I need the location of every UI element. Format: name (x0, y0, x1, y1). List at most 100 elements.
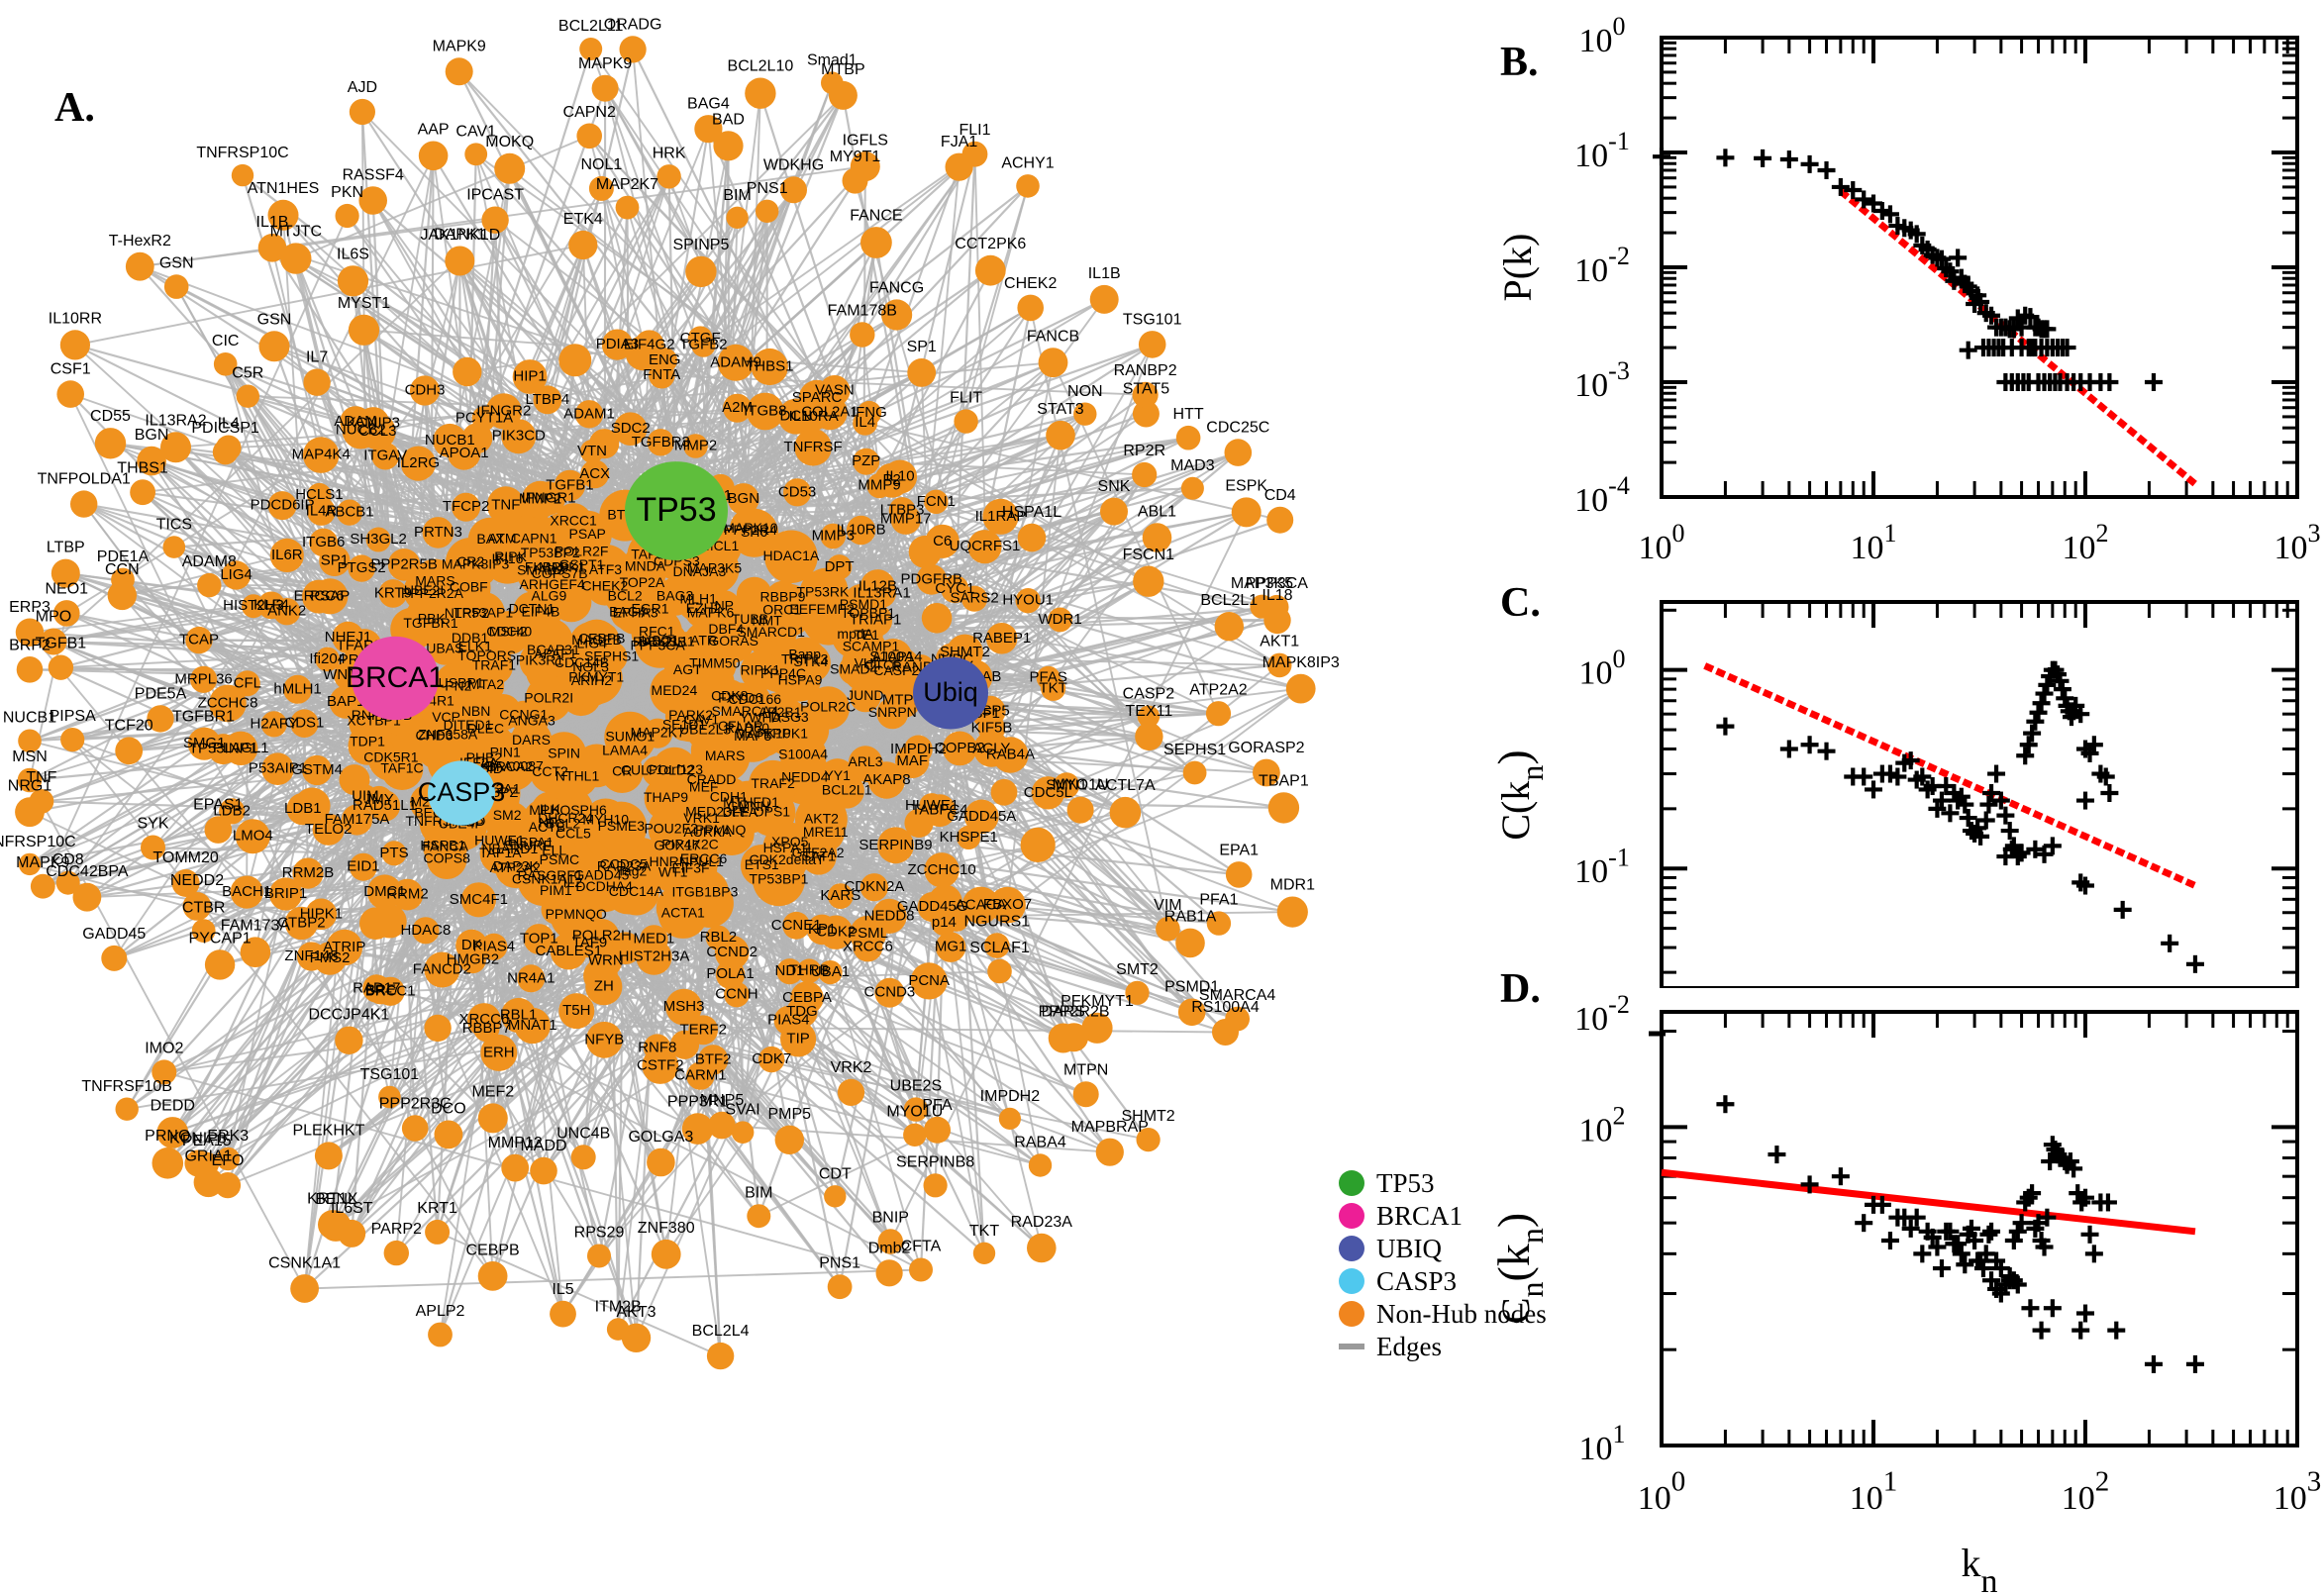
graph-node[interactable] (477, 1261, 508, 1291)
graph-node[interactable] (715, 959, 746, 989)
graph-node[interactable] (1132, 461, 1158, 488)
graph-node[interactable] (954, 409, 978, 434)
graph-node[interactable] (152, 1147, 184, 1179)
graph-node[interactable] (1214, 612, 1245, 642)
graph-node[interactable] (477, 1103, 508, 1134)
graph-node[interactable] (358, 413, 396, 450)
graph-node[interactable] (544, 845, 575, 876)
graph-node[interactable] (1015, 588, 1041, 614)
graph-node[interactable] (664, 690, 717, 743)
graph-node[interactable] (924, 489, 949, 514)
graph-node[interactable] (903, 1097, 929, 1122)
graph-node[interactable] (990, 778, 1018, 806)
graph-node[interactable] (806, 914, 838, 946)
graph-node[interactable] (687, 813, 728, 852)
graph-node[interactable] (747, 1204, 771, 1229)
graph-node[interactable] (550, 933, 587, 970)
graph-node[interactable] (745, 77, 776, 109)
graph-node[interactable] (895, 744, 930, 778)
graph-node[interactable] (387, 549, 421, 581)
graph-node[interactable] (689, 544, 740, 594)
graph-node[interactable] (885, 682, 922, 719)
graph-node[interactable] (588, 175, 614, 201)
graph-node[interactable] (18, 729, 42, 753)
graph-node[interactable] (1016, 174, 1040, 198)
graph-node[interactable] (683, 434, 708, 458)
graph-node[interactable] (242, 594, 265, 619)
network-graph[interactable]: AGTALG9ARL3BanpMAGEBCDC14ADHCR24TAF9BTag… (0, 0, 1446, 1596)
graph-node[interactable] (190, 665, 218, 693)
graph-node[interactable] (542, 732, 587, 777)
graph-node[interactable] (1017, 294, 1044, 322)
graph-node[interactable] (1175, 928, 1205, 958)
graph-node[interactable] (1028, 1153, 1053, 1177)
graph-node[interactable] (258, 331, 290, 362)
graph-node[interactable] (422, 517, 454, 549)
graph-node[interactable] (705, 925, 732, 950)
graph-node[interactable] (381, 841, 407, 866)
graph-node[interactable] (523, 924, 555, 954)
graph-node[interactable] (1285, 673, 1316, 704)
graph-node[interactable] (56, 380, 84, 408)
graph-node[interactable] (928, 884, 962, 919)
graph-node[interactable] (378, 579, 408, 608)
graph-node[interactable] (740, 650, 780, 691)
graph-node[interactable] (1089, 284, 1119, 314)
graph-node[interactable] (501, 1153, 530, 1182)
graph-node[interactable] (606, 1318, 630, 1341)
graph-node[interactable] (1137, 705, 1161, 728)
graph-node[interactable] (383, 1240, 409, 1266)
graph-node[interactable] (240, 937, 271, 967)
graph-node[interactable] (1100, 497, 1128, 526)
graph-node[interactable] (694, 115, 723, 144)
graph-node[interactable] (280, 243, 312, 274)
graph-node[interactable] (691, 333, 716, 357)
graph-node[interactable] (378, 1085, 401, 1109)
graph-node[interactable] (339, 764, 370, 796)
graph-node[interactable] (764, 530, 818, 584)
graph-node[interactable] (302, 754, 333, 786)
graph-node[interactable] (447, 565, 491, 611)
graph-node[interactable] (580, 459, 610, 489)
graph-node[interactable] (924, 852, 960, 888)
graph-node[interactable] (820, 523, 847, 549)
graph-node[interactable] (1225, 1006, 1250, 1032)
graph-node[interactable] (749, 759, 798, 809)
graph-node[interactable] (212, 439, 239, 465)
graph-node[interactable] (466, 1003, 501, 1038)
graph-node[interactable] (1175, 425, 1201, 450)
graph-node[interactable] (985, 623, 1018, 654)
graph-node[interactable] (448, 617, 492, 660)
graph-node[interactable] (1206, 911, 1232, 936)
graph-node[interactable] (533, 566, 571, 604)
graph-node[interactable] (1132, 400, 1160, 428)
graph-node[interactable] (358, 186, 388, 215)
graph-node[interactable] (1133, 565, 1164, 597)
graph-node[interactable] (197, 572, 222, 598)
graph-node[interactable] (615, 195, 640, 220)
graph-node[interactable] (1027, 1233, 1057, 1263)
graph-node[interactable] (162, 536, 186, 558)
graph-node[interactable] (776, 958, 803, 985)
graph-node[interactable] (669, 1030, 700, 1059)
graph-node[interactable] (184, 1149, 212, 1177)
graph-node[interactable] (529, 533, 571, 575)
graph-node[interactable] (1109, 796, 1142, 829)
graph-node[interactable] (972, 1242, 996, 1265)
graph-node[interactable] (762, 822, 816, 875)
graph-node[interactable] (824, 1185, 847, 1208)
graph-hub-tp53[interactable] (625, 461, 728, 560)
graph-node[interactable] (591, 74, 619, 102)
graph-node[interactable] (235, 819, 270, 854)
graph-node[interactable] (717, 344, 755, 381)
graph-node[interactable] (1031, 776, 1065, 810)
graph-hub-ubiq[interactable] (913, 656, 988, 730)
graph-node[interactable] (1046, 420, 1075, 450)
graph-node[interactable] (445, 57, 473, 86)
graph-node[interactable] (619, 36, 647, 63)
graph-node[interactable] (685, 255, 717, 288)
graph-node[interactable] (359, 907, 392, 940)
graph-node[interactable] (17, 767, 43, 793)
graph-node[interactable] (18, 852, 42, 876)
graph-node[interactable] (780, 705, 830, 754)
